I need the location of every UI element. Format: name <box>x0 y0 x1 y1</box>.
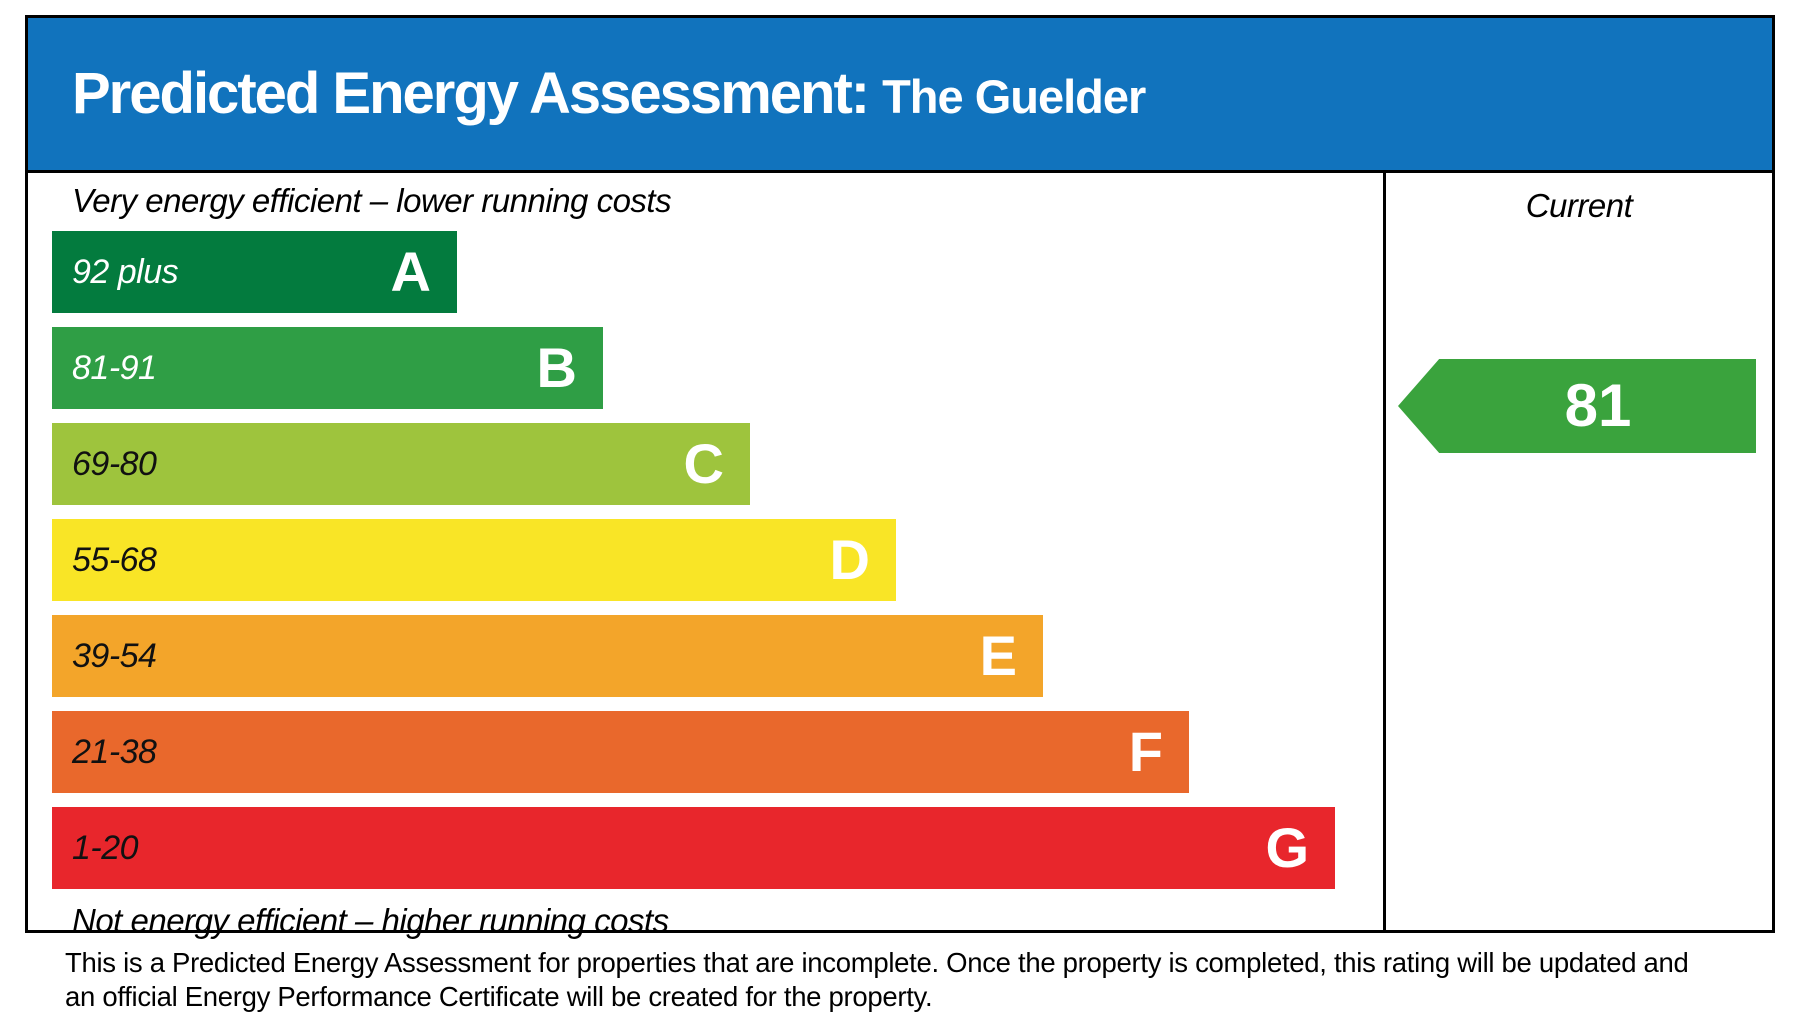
footer-disclaimer: This is a Predicted Energy Assessment fo… <box>65 947 1689 1012</box>
band-row-d: 55-68 D <box>52 519 896 601</box>
band-row-g: 1-20 G <box>52 807 1335 889</box>
band-letter: C <box>683 432 724 495</box>
epc-content: Very energy efficient – lower running co… <box>28 173 1772 939</box>
band-range-label: 69-80 <box>72 444 157 483</box>
current-rating-column: Current 81 <box>1383 173 1772 930</box>
title-property-name: The Guelder <box>882 70 1146 123</box>
band-row-e: 39-54 E <box>52 615 1043 697</box>
band-letter: A <box>390 240 431 303</box>
rating-scale-chart: Very energy efficient – lower running co… <box>28 173 1383 939</box>
band-range-label: 55-68 <box>72 540 157 579</box>
page-title: Predicted Energy Assessment: The Guelder <box>72 65 1146 123</box>
band-row-b: 81-91 B <box>52 327 603 409</box>
band-letter: E <box>979 624 1017 687</box>
band-range-label: 39-54 <box>72 636 157 675</box>
band-letter: B <box>536 336 577 399</box>
band-letter: D <box>829 528 870 591</box>
caption-very-efficient: Very energy efficient – lower running co… <box>72 182 672 219</box>
epc-certificate-box: Predicted Energy Assessment: The Guelder … <box>25 15 1775 939</box>
band-range-label: 1-20 <box>72 828 139 867</box>
current-rating-value: 81 <box>1564 372 1632 439</box>
rating-bands: 92 plus A 81-91 B 69-80 C 55-68 D 39-54 E 21-38 F 1-… <box>52 231 1383 889</box>
current-column-heading: Current <box>1525 187 1633 224</box>
band-row-a: 92 plus A <box>52 231 457 313</box>
current-rating-arrow: 81 <box>1398 359 1756 453</box>
band-range-label: 92 plus <box>72 252 179 291</box>
band-row-f: 21-38 F <box>52 711 1189 793</box>
band-letter: F <box>1128 720 1163 783</box>
title-prefix: Predicted Energy Assessment: <box>72 61 870 126</box>
band-range-label: 21-38 <box>72 732 157 771</box>
band-range-label: 81-91 <box>72 348 157 387</box>
caption-not-efficient: Not energy efficient – higher running co… <box>72 902 669 939</box>
band-row-c: 69-80 C <box>52 423 750 505</box>
epc-header: Predicted Energy Assessment: The Guelder <box>28 18 1772 173</box>
band-letter: G <box>1265 816 1309 879</box>
